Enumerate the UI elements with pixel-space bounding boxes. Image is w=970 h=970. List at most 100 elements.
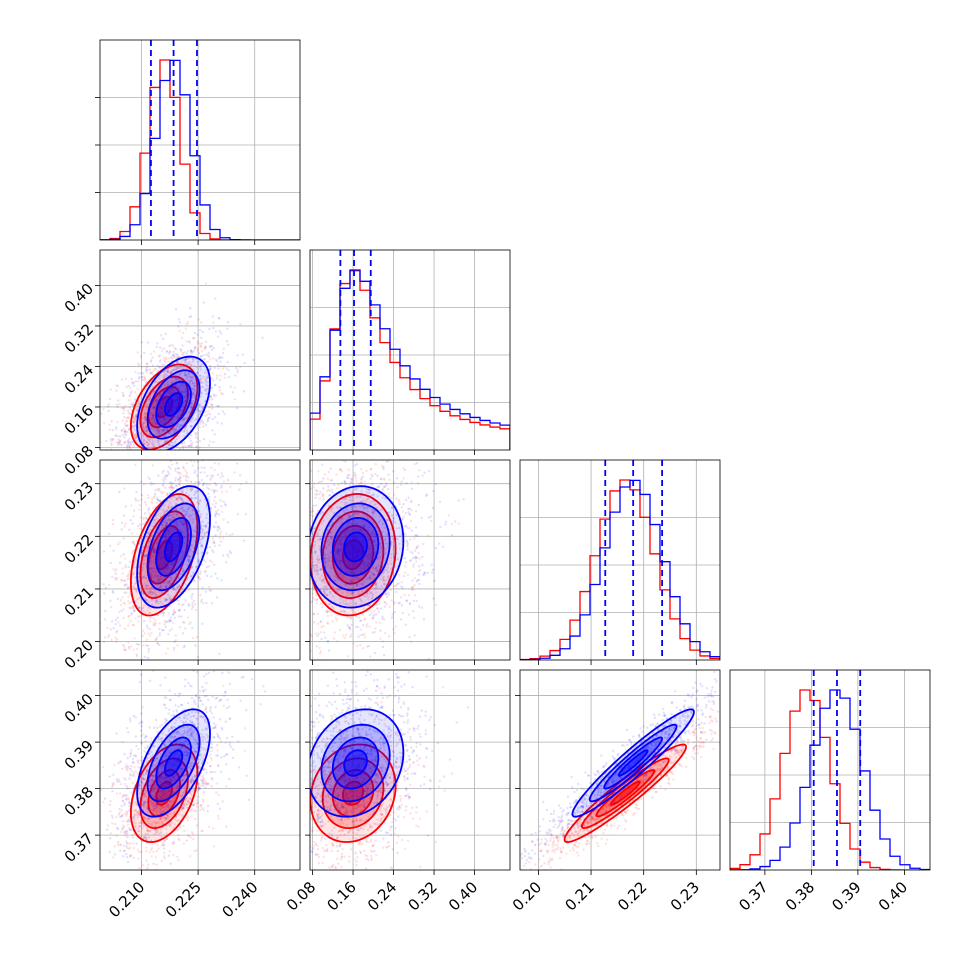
scatter-point — [142, 421, 146, 425]
scatter-point — [164, 599, 167, 603]
scatter-point — [104, 609, 107, 613]
scatter-point — [199, 364, 202, 368]
scatter-point — [173, 368, 177, 371]
scatter-point — [156, 642, 160, 645]
scatter-point — [352, 546, 355, 549]
scatter-point — [196, 552, 199, 555]
scatter-point — [422, 542, 425, 546]
scatter-point — [128, 399, 131, 402]
scatter-point — [140, 551, 144, 554]
scatter-point — [266, 649, 268, 651]
scatter-point — [110, 467, 112, 469]
scatter-point — [119, 439, 122, 442]
panel-content — [266, 436, 510, 663]
scatter-point — [376, 494, 379, 498]
scatter-point — [152, 406, 156, 410]
scatter-point — [205, 387, 209, 391]
scatter-point — [158, 627, 161, 631]
scatter-point — [121, 484, 123, 486]
scatter-point — [322, 589, 326, 592]
scatter-point — [313, 540, 317, 543]
scatter-point — [413, 537, 416, 540]
scatter-point — [417, 569, 421, 573]
scatter-point — [354, 603, 357, 606]
scatter-point — [144, 416, 147, 419]
scatter-point — [155, 573, 158, 576]
scatter-point — [363, 520, 367, 524]
scatter-point — [404, 498, 408, 502]
scatter-point — [182, 646, 185, 649]
scatter-point — [188, 341, 192, 344]
scatter-point — [215, 596, 219, 599]
scatter-point — [160, 492, 164, 495]
scatter-point — [174, 308, 178, 311]
scatter-point — [120, 528, 123, 531]
scatter-point — [188, 558, 191, 562]
scatter-point — [201, 342, 204, 345]
scatter-point — [161, 526, 164, 529]
scatter-point — [166, 382, 169, 385]
scatter-point — [187, 560, 190, 564]
scatter-point — [152, 575, 156, 578]
scatter-point — [375, 581, 378, 585]
scatter-point — [194, 608, 198, 612]
scatter-point — [363, 567, 366, 570]
scatter-point — [417, 573, 421, 576]
scatter-point — [123, 496, 125, 498]
scatter-point — [187, 533, 191, 537]
scatter-point — [376, 530, 380, 533]
scatter-point — [363, 480, 366, 483]
scatter-point — [181, 510, 184, 513]
scatter-point — [177, 377, 180, 380]
scatter-point — [141, 613, 144, 617]
scatter-point — [354, 474, 357, 477]
scatter-point — [213, 489, 217, 493]
scatter-point — [111, 522, 114, 526]
scatter-point — [336, 546, 339, 550]
scatter-point — [163, 536, 166, 539]
scatter-point — [392, 628, 395, 631]
scatter-point — [210, 348, 214, 351]
scatter-point — [349, 564, 352, 568]
scatter-point — [323, 581, 326, 584]
scatter-point — [184, 391, 187, 394]
scatter-point — [99, 468, 101, 470]
scatter-point — [384, 542, 388, 545]
scatter-point — [334, 551, 338, 554]
scatter-point — [174, 384, 177, 387]
scatter-point — [167, 506, 170, 510]
scatter-point — [174, 348, 178, 351]
scatter-point — [226, 478, 230, 482]
scatter-point — [215, 510, 218, 513]
scatter-point — [195, 433, 198, 437]
scatter-point — [338, 628, 341, 632]
scatter-point — [216, 374, 219, 377]
scatter-point — [428, 436, 430, 438]
scatter-point — [157, 573, 160, 577]
scatter-point — [359, 468, 363, 471]
scatter-point — [165, 564, 168, 567]
scatter-point — [361, 475, 365, 479]
scatter-point — [138, 364, 141, 367]
scatter-point — [291, 661, 293, 663]
scatter-point — [355, 551, 358, 555]
scatter-point — [210, 403, 213, 406]
scatter-point — [167, 517, 170, 521]
scatter-point — [187, 396, 190, 400]
scatter-point — [383, 526, 386, 530]
scatter-point — [173, 545, 177, 548]
scatter-point — [149, 359, 153, 362]
scatter-point — [359, 643, 362, 647]
scatter-point — [151, 554, 154, 558]
scatter-point — [191, 357, 195, 361]
scatter-point — [348, 499, 351, 502]
scatter-point — [150, 427, 154, 430]
scatter-point — [183, 579, 186, 582]
scatter-point — [201, 483, 205, 487]
scatter-point — [195, 409, 199, 412]
scatter-point — [148, 634, 152, 637]
scatter-point — [111, 590, 115, 593]
scatter-point — [294, 494, 296, 496]
scatter-point — [145, 366, 148, 370]
scatter-point — [220, 504, 223, 508]
